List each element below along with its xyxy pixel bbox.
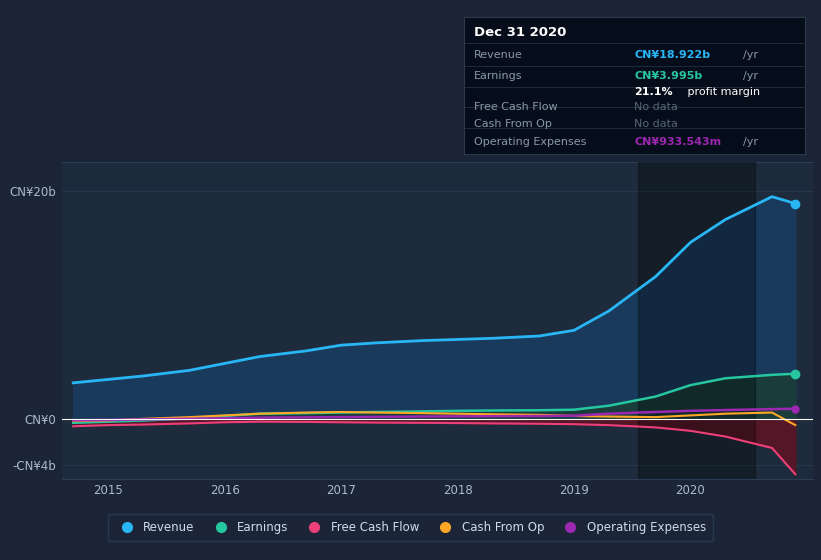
Text: No data: No data [635,119,678,129]
Text: CN¥18.922b: CN¥18.922b [635,49,710,59]
Text: Free Cash Flow: Free Cash Flow [474,102,557,111]
Text: CN¥933.543m: CN¥933.543m [635,137,722,147]
Text: Revenue: Revenue [474,49,523,59]
Text: CN¥3.995b: CN¥3.995b [635,72,703,82]
Text: /yr: /yr [743,49,759,59]
Text: /yr: /yr [743,72,759,82]
Text: Operating Expenses: Operating Expenses [474,137,586,147]
Text: /yr: /yr [743,137,759,147]
Text: No data: No data [635,102,678,111]
Text: Dec 31 2020: Dec 31 2020 [474,26,566,39]
Legend: Revenue, Earnings, Free Cash Flow, Cash From Op, Operating Expenses: Revenue, Earnings, Free Cash Flow, Cash … [108,514,713,542]
Text: Earnings: Earnings [474,72,523,82]
Bar [638,162,754,479]
Text: profit margin: profit margin [684,87,759,96]
Text: 21.1%: 21.1% [635,87,673,96]
Text: Cash From Op: Cash From Op [474,119,552,129]
